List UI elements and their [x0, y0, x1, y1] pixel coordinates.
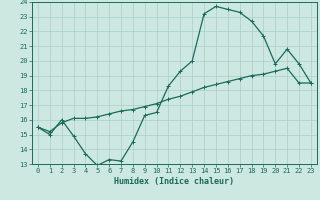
- X-axis label: Humidex (Indice chaleur): Humidex (Indice chaleur): [115, 177, 234, 186]
